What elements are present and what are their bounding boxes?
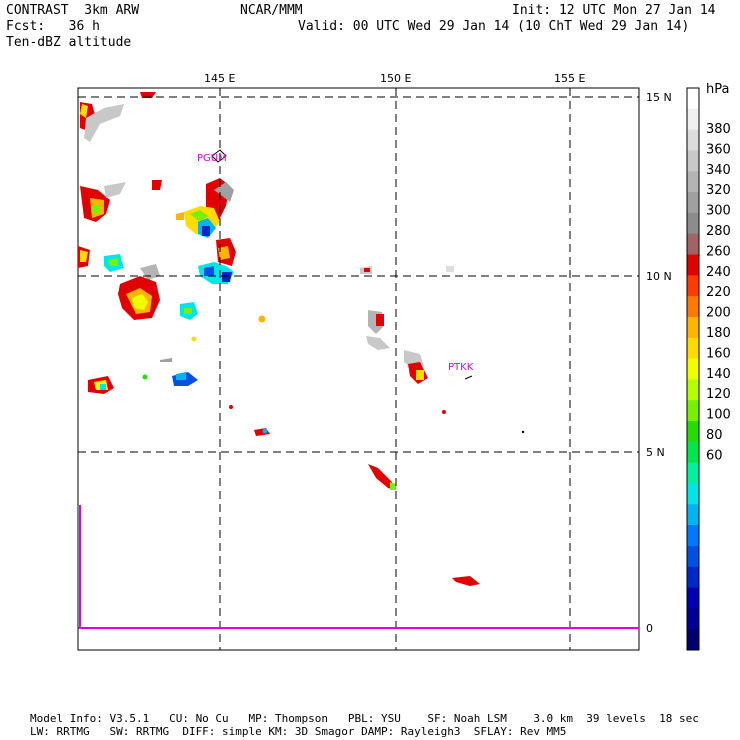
- colorbar-swatch: [687, 212, 699, 235]
- colorbar-swatch: [687, 504, 699, 526]
- colorbar-label: 380: [706, 122, 731, 137]
- lat-label-5n: 5 N: [646, 446, 665, 459]
- model-info-line2: LW: RRTMG SW: RRTMG DIFF: simple KM: 3D …: [30, 725, 567, 738]
- colorbar-swatch: [687, 171, 699, 193]
- colorbar-label: 220: [706, 285, 731, 300]
- colorbar-label: 100: [706, 408, 731, 423]
- colorbar-swatch: [687, 192, 699, 214]
- init-time: Init: 12 UTC Mon 27 Jan 14: [512, 3, 716, 18]
- colorbar-label: 160: [706, 346, 731, 361]
- colorbar-label: 320: [706, 183, 731, 198]
- colorbar-label: 340: [706, 163, 731, 178]
- colorbar-swatch: [687, 254, 699, 276]
- colorbar-swatch: [687, 483, 699, 505]
- station-pgum: PGUM: [197, 153, 227, 164]
- colorbar-swatch: [687, 316, 699, 339]
- colorbar-label: 300: [706, 204, 731, 219]
- colorbar-swatch: [687, 275, 699, 297]
- lon-label-150e: 150 E: [380, 72, 411, 85]
- colorbar-swatch: [687, 421, 699, 443]
- colorbar-swatch: [687, 629, 699, 651]
- colorbar-swatch: [687, 108, 699, 131]
- colorbar-label: 80: [706, 428, 723, 443]
- colorbar-swatch: [687, 358, 699, 380]
- valid-time: Valid: 00 UTC Wed 29 Jan 14 (10 ChT Wed …: [298, 19, 690, 34]
- colorbar-swatch: [687, 608, 699, 630]
- colorbar-swatch: [687, 525, 699, 547]
- colorbar-frame: [686, 87, 700, 651]
- colorbar-swatch: [687, 337, 699, 360]
- model-info-line1: Model Info: V3.5.1 CU: No Cu MP: Thompso…: [30, 712, 699, 725]
- colorbar-swatch: [687, 379, 699, 401]
- colorbar: [686, 87, 700, 651]
- forecast-hour: Fcst: 36 h: [6, 19, 100, 34]
- map-frame: [77, 87, 640, 651]
- colorbar-swatch: [687, 566, 699, 589]
- lat-label-0: 0: [646, 622, 653, 635]
- colorbar-label: 180: [706, 326, 731, 341]
- colorbar-label: 280: [706, 224, 731, 239]
- domain-boundary: [79, 505, 639, 629]
- colorbar-label: 260: [706, 244, 731, 259]
- lat-label-15n: 15 N: [646, 91, 672, 104]
- colorbar-labels: 380 360 340 320 300 280 260 240 220 200 180 160 140 1…: [706, 122, 731, 463]
- colorbar-swatch: [687, 545, 699, 568]
- field-name: Ten-dBZ altitude: [6, 35, 132, 50]
- colorbar-swatch: [687, 400, 699, 422]
- colorbar-swatch: [687, 441, 699, 464]
- echo-layer: [78, 92, 525, 586]
- guam-outline: [211, 149, 227, 163]
- lon-label-155e: 155 E: [554, 72, 585, 85]
- colorbar-swatch: [687, 233, 699, 256]
- lat-label-10n: 10 N: [646, 270, 672, 283]
- lon-label-145e: 145 E: [204, 72, 235, 85]
- chuuk-outline: [464, 375, 473, 380]
- colorbar-swatch: [687, 587, 699, 609]
- station-ptkk: PTKK: [448, 362, 474, 373]
- colorbar-label: 240: [706, 265, 731, 280]
- organization-label: NCAR/MMM: [240, 3, 303, 18]
- colorbar-label: 60: [706, 448, 723, 463]
- colorbar-label: 140: [706, 367, 731, 382]
- colorbar-swatch: [687, 296, 699, 318]
- colorbar-swatch: [687, 129, 699, 151]
- colorbar-label: 200: [706, 306, 731, 321]
- colorbar-label: 120: [706, 387, 731, 402]
- colorbar-label: 360: [706, 142, 731, 157]
- colorbar-swatch: [687, 462, 699, 484]
- colorbar-unit: hPa: [706, 82, 729, 97]
- colorbar-swatch: [687, 88, 699, 110]
- product-title: CONTRAST 3km ARW: [6, 3, 140, 18]
- colorbar-swatch: [687, 150, 699, 172]
